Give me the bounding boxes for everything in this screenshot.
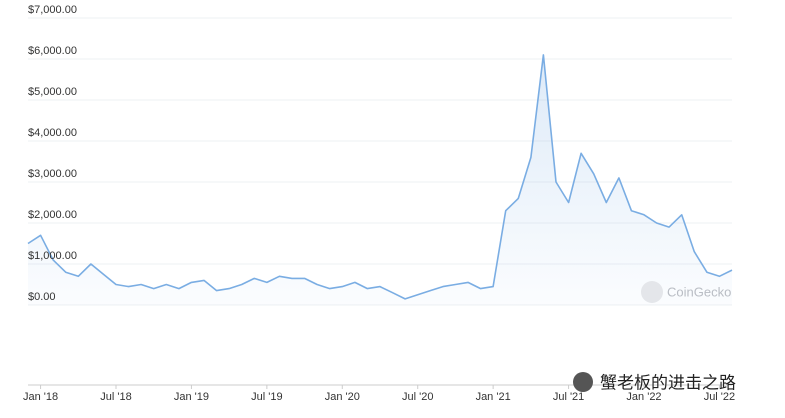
x-tick-label: Jul '22	[704, 391, 735, 403]
y-tick-label: $2,000.00	[28, 209, 77, 221]
price-area	[28, 54, 732, 306]
y-tick-label: $0.00	[28, 291, 56, 303]
x-tick-label: Jan '19	[174, 391, 209, 403]
x-tick-label: Jul '18	[100, 391, 131, 403]
wechat-icon	[573, 372, 593, 392]
x-tick-label: Jul '20	[402, 391, 433, 403]
x-tick-label: Jul '21	[553, 391, 584, 403]
x-tick-label: Jan '22	[626, 391, 661, 403]
x-tick-label: Jan '18	[23, 391, 58, 403]
watermark: CoinGecko	[667, 284, 731, 299]
price-line	[27, 54, 733, 300]
overlay-text: 蟹老板的进击之路	[600, 373, 736, 392]
y-tick-label: $4,000.00	[28, 127, 77, 139]
logo	[641, 281, 663, 303]
y-tick-label: $5,000.00	[28, 86, 77, 98]
y-tick-label: $6,000.00	[28, 45, 77, 57]
y-tick-label: $1,000.00	[28, 250, 77, 262]
x-tick-label: Jan '21	[476, 391, 511, 403]
y-tick-label: $7,000.00	[28, 4, 77, 16]
x-tick-label: Jul '19	[251, 391, 282, 403]
y-tick-label: $3,000.00	[28, 168, 77, 180]
x-tick-label: Jan '20	[325, 391, 360, 403]
